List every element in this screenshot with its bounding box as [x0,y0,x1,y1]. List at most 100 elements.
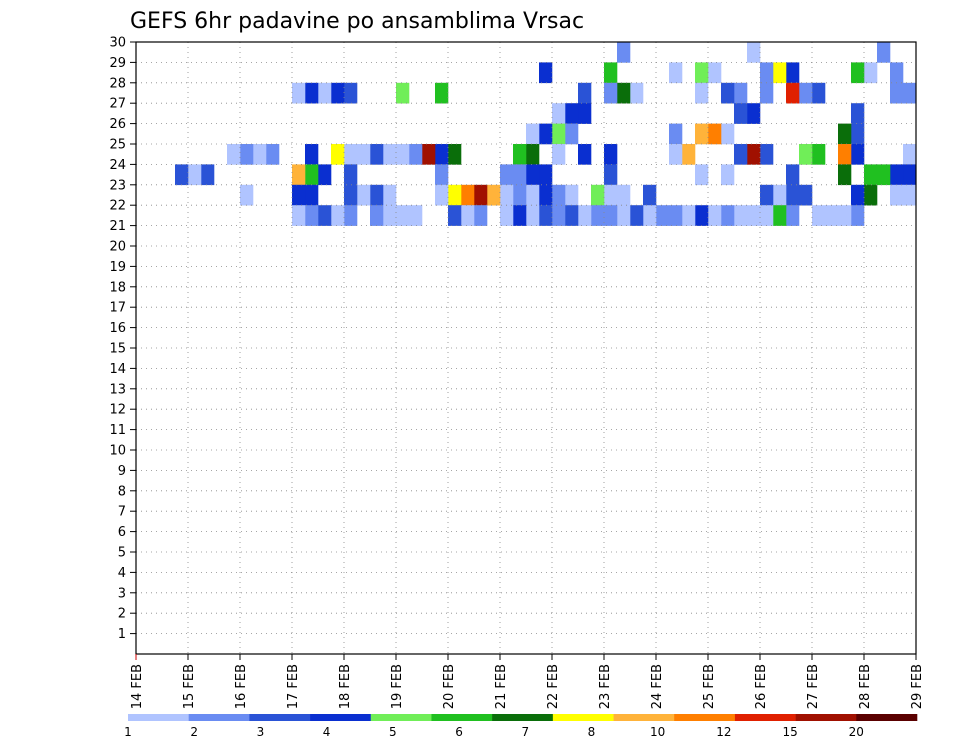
y-tick-label: 27 [109,97,126,112]
y-tick-label: 19 [109,260,126,275]
heatmap-cell [695,82,709,104]
heatmap-cell [708,205,722,226]
y-tick-label: 15 [109,342,126,357]
heatmap-cell [409,144,423,165]
heatmap-cell [578,82,592,104]
y-tick-label: 14 [109,362,126,377]
y-tick-label: 25 [109,138,126,153]
heatmap-cell [903,144,917,165]
heatmap-cell [890,82,904,104]
heatmap-cell [786,184,800,206]
x-tick-label: 16 FEB [234,664,249,709]
legend-label: 10 [650,725,665,739]
heatmap-cell [513,205,527,226]
heatmap-cell [721,164,735,186]
heatmap-cell [539,164,553,186]
legend-label: 15 [782,725,797,739]
heatmap-cell [760,82,774,104]
y-tick-label: 26 [109,117,126,132]
heatmap-cell [617,82,631,104]
heatmap-cell [500,184,514,206]
legend-swatch [188,714,250,721]
y-tick-label: 23 [109,178,126,193]
heatmap-cell [786,82,800,104]
heatmap-cell [448,184,462,206]
heatmap-cell [448,205,462,226]
heatmap-cell [552,123,566,145]
heatmap-cell [318,164,332,186]
heatmap-cell [565,205,579,226]
x-tick-label: 26 FEB [754,664,769,709]
x-tick-label: 22 FEB [546,664,561,709]
heatmap-cell [630,205,644,226]
heatmap-cell [448,144,462,165]
heatmap-cell [617,205,631,226]
heatmap-cell [318,82,332,104]
heatmap-cell [799,184,813,206]
heatmap-cell [357,184,371,206]
heatmap-cell [539,184,553,206]
legend-swatch [310,714,372,721]
heatmap-cell [578,103,592,124]
y-axis: 1234567891011121314151617181920212223242… [109,36,136,642]
heatmap-cell [305,184,319,206]
legend-swatch [492,714,554,721]
heatmap-cell [422,144,436,165]
heatmap-cell [864,164,878,186]
heatmap-cell [292,164,306,186]
heatmap-cell [760,62,774,84]
heatmap-cell [630,82,644,104]
legend-swatch [128,714,189,721]
heatmap-cell [617,42,631,63]
x-tick-label: 15 FEB [182,664,197,709]
heatmap-cell [513,164,527,186]
heatmap-cell [851,205,865,226]
heatmap-cell [526,164,540,186]
heatmap-cell [591,205,605,226]
legend-swatch [249,714,311,721]
heatmap-cell [513,144,527,165]
y-tick-label: 6 [118,525,126,540]
heatmap-cell [578,144,592,165]
heatmap-cell [201,164,215,186]
heatmap-cell [877,164,891,186]
x-tick-label: 29 FEB [910,664,925,709]
heatmap-cell [773,184,787,206]
heatmap-cell [565,123,579,145]
heatmap-cell [500,205,514,226]
heatmap-cell [747,42,761,63]
y-tick-label: 12 [109,403,126,418]
heatmap-cell [461,184,475,206]
heatmap-cell [903,82,917,104]
heatmap-cell [786,205,800,226]
heatmap-cell [851,62,865,84]
heatmap-cell [838,164,852,186]
heatmap-cell [734,205,748,226]
heatmap-cell [760,184,774,206]
x-tick-label: 23 FEB [598,664,613,709]
heatmap-cell [292,82,306,104]
heatmap-cell [656,205,670,226]
heatmap-cell [383,144,397,165]
heatmap-cell [747,144,761,165]
heatmap-cell [396,144,410,165]
legend-label: 6 [455,725,463,739]
heatmap-cell [305,144,319,165]
x-tick-label: 18 FEB [338,664,353,709]
x-tick-label: 17 FEB [286,664,301,709]
x-tick-label: 14 FEB [130,664,145,709]
heatmap-cell [604,184,618,206]
heatmap-cell [409,205,423,226]
legend-swatch [856,714,918,721]
heatmap-cell [175,164,189,186]
legend-label: 7 [521,725,529,739]
heatmap-cell [669,205,683,226]
grid [136,42,916,654]
legend-swatch [431,714,493,721]
heatmap-cell [383,184,397,206]
heatmap-cell [812,144,826,165]
heatmap-cell [695,123,709,145]
legend-label: 8 [588,725,596,739]
heatmap-cell [240,184,254,206]
heatmap-cell [604,205,618,226]
